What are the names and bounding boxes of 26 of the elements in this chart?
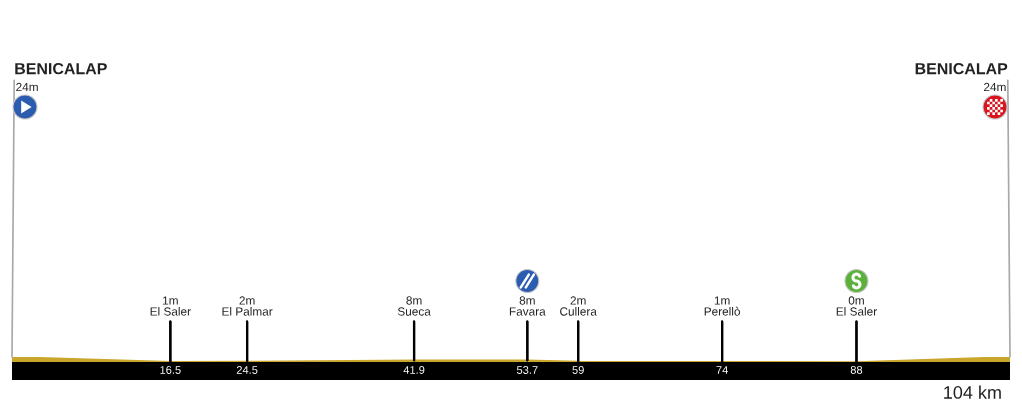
x-tick-label: 16.5 bbox=[160, 366, 181, 374]
x-tick-label: 53.7 bbox=[516, 366, 538, 374]
data-label: 2m bbox=[570, 296, 586, 305]
data-label: 1m bbox=[714, 296, 730, 305]
data-label: 8m bbox=[519, 296, 535, 305]
data-label: 0m bbox=[848, 296, 864, 305]
annotation: Perellò bbox=[704, 306, 740, 316]
data-label: 2m bbox=[239, 296, 255, 305]
annotation: BENICALAP bbox=[915, 62, 1008, 75]
data-label: 24m bbox=[16, 82, 38, 92]
annotation: El Saler bbox=[836, 307, 877, 316]
annotation: Cullera bbox=[560, 307, 597, 316]
x-tick-label: 41.9 bbox=[403, 366, 425, 374]
x-tick-label: 88 bbox=[850, 366, 863, 374]
annotation: Favara bbox=[509, 307, 546, 316]
data-label: 24m bbox=[984, 82, 1006, 92]
annotation: El Palmar bbox=[222, 307, 273, 316]
x-tick-label: 74 bbox=[716, 366, 728, 374]
annotation: El Saler bbox=[150, 307, 191, 316]
x-tick-label: 59 bbox=[572, 366, 584, 374]
data-label: 8m bbox=[406, 296, 422, 305]
annotation: BENICALAP bbox=[15, 62, 107, 75]
text: 104 km bbox=[944, 385, 1001, 399]
annotation: Sueca bbox=[397, 307, 431, 316]
x-tick-label: 24.5 bbox=[236, 366, 258, 374]
data-label: 1m bbox=[163, 296, 178, 305]
